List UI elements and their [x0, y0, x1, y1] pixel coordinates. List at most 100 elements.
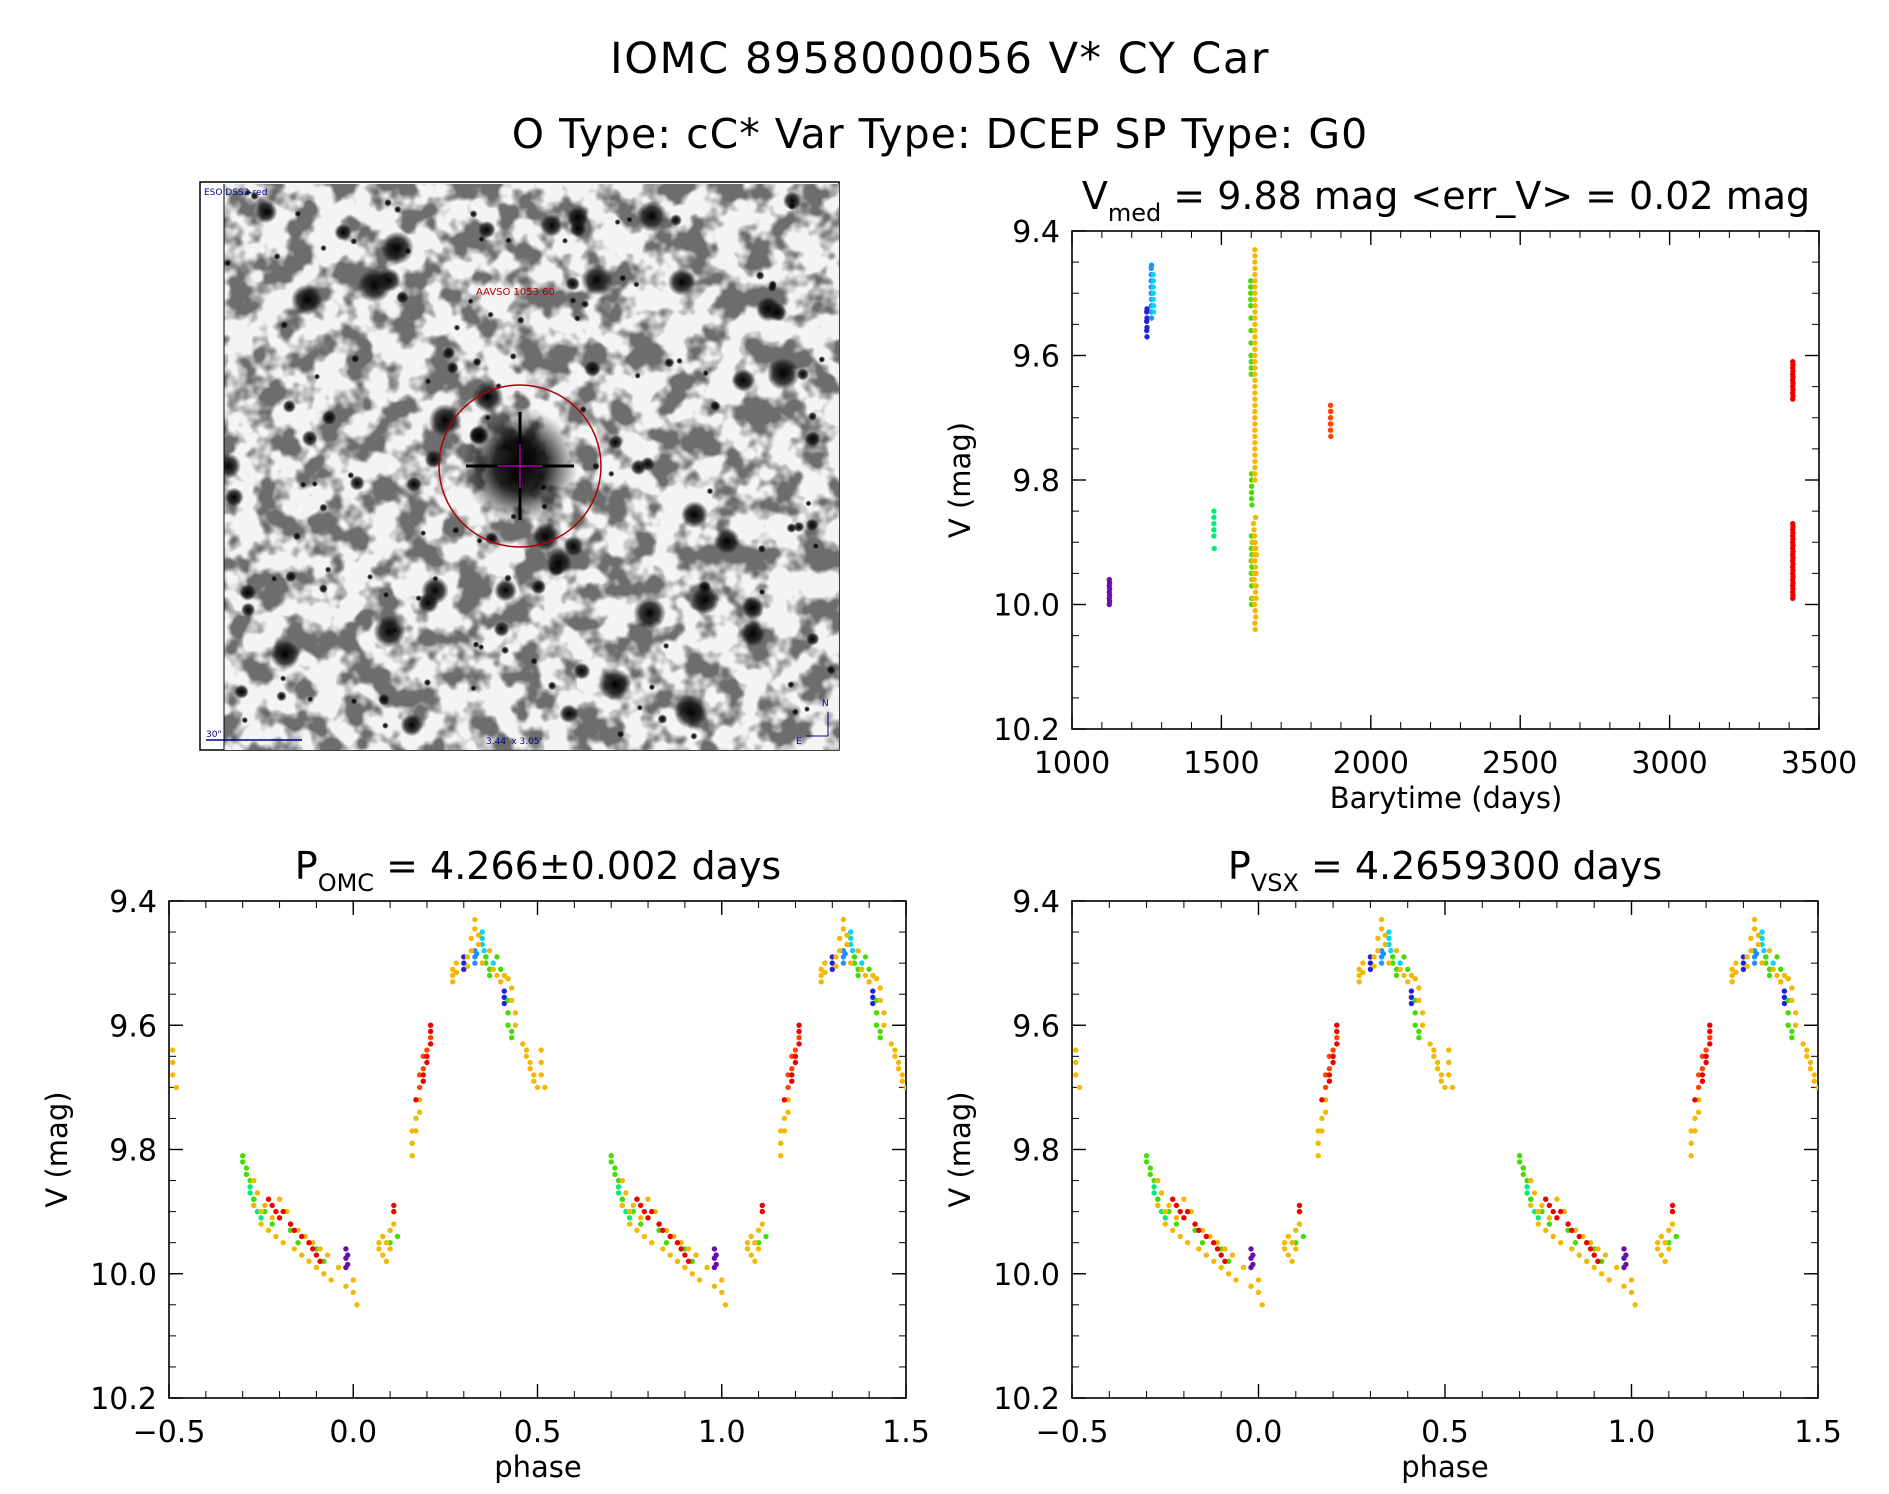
field-star	[294, 210, 302, 217]
data-point-p3	[472, 960, 478, 966]
data-point-p1	[711, 1246, 718, 1252]
data-point-p7	[299, 1252, 305, 1258]
data-point-p6	[1546, 1221, 1553, 1227]
data-point-p9	[420, 1078, 426, 1084]
data-point-p7	[1162, 1208, 1169, 1215]
data-point-s7	[1250, 576, 1256, 583]
data-point-p7	[1599, 1271, 1605, 1277]
y-tick-label: 10.0	[90, 1258, 157, 1293]
data-point-p6	[608, 1153, 614, 1159]
data-point-p7	[744, 1240, 751, 1246]
field-star	[224, 452, 242, 479]
field-star	[478, 644, 485, 651]
data-point-p7	[1531, 1190, 1538, 1196]
data-point-p9	[424, 1053, 430, 1060]
data-point-p7	[1281, 1240, 1288, 1246]
data-point-p9	[656, 1221, 662, 1227]
data-point-p2	[1367, 954, 1374, 960]
data-point-p7	[170, 1059, 176, 1066]
data-point-p7	[1778, 979, 1784, 985]
data-point-p7	[892, 1053, 898, 1060]
data-point-p6	[287, 1227, 294, 1234]
data-point-p7	[170, 1072, 176, 1078]
field-star	[469, 210, 478, 218]
data-point-p7	[1162, 1221, 1169, 1227]
data-point-p9	[1703, 1053, 1709, 1060]
data-point-p9	[1177, 1208, 1183, 1215]
field-star	[404, 247, 412, 255]
field-star	[619, 274, 627, 282]
data-point-p7	[1240, 1264, 1247, 1271]
data-point-p7	[638, 1215, 644, 1221]
data-point-p6	[1666, 1240, 1672, 1246]
data-point-p7	[704, 1264, 710, 1271]
data-point-s7	[1252, 315, 1258, 321]
data-point-p7	[383, 1258, 390, 1265]
data-point-p7	[840, 916, 847, 923]
data-point-p6	[1412, 1022, 1418, 1028]
data-point-p6	[1393, 972, 1400, 979]
data-point-p9	[1334, 1028, 1340, 1035]
data-point-p7	[313, 1264, 320, 1271]
data-point-p7	[1695, 1097, 1702, 1103]
x-axis-label: phase	[1401, 1450, 1489, 1484]
data-point-p7	[1733, 960, 1739, 966]
field-star	[470, 685, 477, 692]
data-point-p7	[895, 1066, 902, 1072]
data-point-p7	[1438, 1072, 1445, 1078]
data-point-p7	[1319, 1128, 1325, 1134]
data-point-p9	[641, 1208, 648, 1215]
data-point-p7	[744, 1246, 751, 1252]
data-point-p7	[1296, 1221, 1303, 1227]
data-point-p7	[258, 1221, 264, 1227]
data-point-p9	[674, 1240, 681, 1246]
data-point-p3	[474, 951, 480, 957]
data-point-p7	[848, 960, 854, 966]
data-point-p9	[789, 1072, 795, 1078]
data-point-p8	[416, 1072, 423, 1078]
data-point-p8	[785, 1084, 791, 1091]
data-point-p7	[1431, 1047, 1437, 1053]
data-point-p9	[273, 1208, 279, 1215]
field-star	[320, 244, 327, 252]
data-point-p7	[1285, 1233, 1292, 1240]
data-point-s7	[1252, 620, 1258, 626]
data-point-p7	[1744, 963, 1750, 969]
data-point-p4	[1761, 948, 1767, 954]
data-point-s7	[1252, 334, 1258, 340]
data-point-s7	[1252, 259, 1258, 265]
data-point-s9	[1790, 536, 1796, 542]
data-point-p7	[759, 1221, 765, 1227]
field-star	[501, 646, 510, 655]
data-point-p7	[781, 1115, 788, 1122]
data-point-p6	[1785, 1010, 1791, 1016]
data-point-p7	[343, 1283, 349, 1289]
data-point-p7	[534, 1084, 541, 1091]
data-point-p7	[1535, 1221, 1542, 1227]
data-point-p2	[1740, 960, 1747, 966]
data-point-p7	[833, 963, 839, 969]
data-point-p9	[1699, 1078, 1706, 1084]
data-point-p7	[1412, 976, 1418, 982]
data-point-p7	[682, 1264, 688, 1271]
field-star	[768, 303, 787, 322]
data-point-s9	[1790, 580, 1796, 586]
field-star	[636, 200, 668, 233]
x-tick-label: 1.5	[882, 1415, 930, 1450]
data-point-p7	[822, 969, 828, 976]
data-point-p7	[1770, 966, 1776, 972]
data-point-p9	[413, 1097, 419, 1103]
data-point-p7	[1248, 1283, 1254, 1289]
data-point-p4	[479, 941, 485, 948]
field-star	[657, 714, 668, 724]
data-point-p7	[310, 1240, 316, 1246]
y-tick-label: 10.0	[993, 589, 1060, 624]
data-point-s2	[1144, 306, 1150, 312]
data-point-s7	[1252, 352, 1258, 359]
data-point-p7	[1076, 1084, 1083, 1091]
data-point-p7	[1692, 1128, 1698, 1134]
data-point-p7	[663, 1227, 670, 1234]
data-point-s7	[1252, 390, 1258, 396]
figure-title: IOMC 8958000056 V* CY Car	[610, 34, 1270, 84]
figure-subtitle: O Type: cC* Var Type: DCEP SP Type: G0	[512, 110, 1368, 158]
